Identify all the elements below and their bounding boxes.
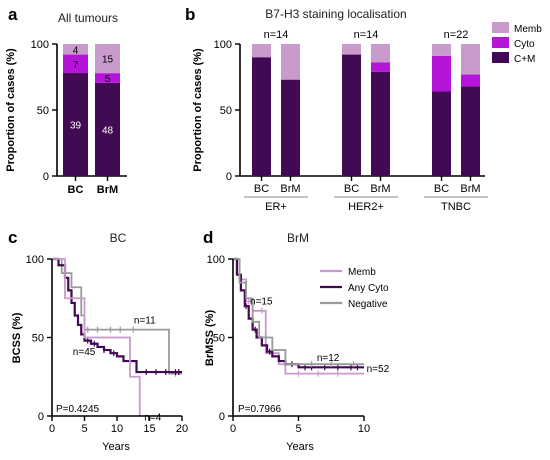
panel-c-x-tick-label: 10 <box>111 423 123 435</box>
panel-b-x-tick-label: BC <box>254 183 269 195</box>
bar-segment-memb <box>63 44 88 55</box>
n-label-memb: n=4 <box>144 413 161 424</box>
panel-d-y-tick-label: 0 <box>219 411 225 423</box>
panel-label-d: d <box>203 228 213 247</box>
bar-segment-memb <box>95 44 120 74</box>
panel-b-group-label: ER+ <box>265 201 287 213</box>
bar-segment-memb <box>342 44 361 55</box>
panel-d-y-tick-label: 100 <box>207 254 225 266</box>
bar-segment-memb <box>252 44 271 58</box>
n-label-memb: n=15 <box>250 297 273 308</box>
bar-segment-cm <box>281 79 300 176</box>
legend-swatch-cm <box>492 52 509 63</box>
panel-c-x-tick-label: 5 <box>81 423 87 435</box>
bar-segment-cyto <box>371 62 390 72</box>
panel-a-y-tick-label: 100 <box>31 39 49 51</box>
km-curve-negative <box>233 258 364 366</box>
legend-label-any_cyto: Any Cyto <box>348 283 389 294</box>
n-label-negative: n=12 <box>317 353 340 364</box>
bar-segment-cm <box>461 86 480 176</box>
panel-b-title: B7-H3 staining localisation <box>265 7 406 21</box>
panel-a-title: All tumours <box>58 11 118 25</box>
group-n-label: n=14 <box>264 29 289 41</box>
bar-segment-cyto <box>63 54 88 74</box>
legend-label-negative: Negative <box>348 299 388 310</box>
panel-b-y-tick-label: 50 <box>220 105 232 117</box>
panel-a-x-tick-label: BrM <box>97 184 118 196</box>
panel-a-y-tick-label: 0 <box>43 171 49 183</box>
panel-c-x-tick-label: 15 <box>143 423 155 435</box>
bar-segment-cyto <box>432 55 451 92</box>
panel-b-x-tick-label: BC <box>344 183 359 195</box>
panel-c-x-tick-label: 20 <box>176 423 188 435</box>
panel-d-y-axis-label: BrMSS (%) <box>204 310 216 367</box>
panel-b-group-label: TNBC <box>441 201 471 213</box>
bar-value-label: 39 <box>70 121 82 132</box>
panel-b-y-tick-label: 100 <box>214 39 232 51</box>
panel-c-y-tick-label: 100 <box>26 254 44 266</box>
bar-segment-memb <box>371 44 390 63</box>
panel-b-x-tick-label: BrM <box>460 183 480 195</box>
bar-segment-memb <box>461 44 480 75</box>
group-n-label: n=22 <box>444 29 469 41</box>
panel-c-x-tick-label: 0 <box>49 423 55 435</box>
panel-c-y-axis-label: BCSS (%) <box>11 312 23 363</box>
panel-a-y-axis-label: Proportion of cases (%) <box>5 48 17 172</box>
panel-c-y-tick-label: 0 <box>38 411 44 423</box>
bar-segment-cm <box>371 71 390 176</box>
panel-d-x-tick-label: 10 <box>358 423 370 435</box>
panel-label-b: b <box>185 5 195 24</box>
panel-c-x-axis-label: Years <box>102 441 130 453</box>
km-curve-negative <box>52 258 182 375</box>
bar-value-label: 15 <box>102 55 114 66</box>
panel-c-y-tick-label: 50 <box>32 333 44 345</box>
panel-b-x-tick-label: BrM <box>370 183 390 195</box>
panel-label-c: c <box>8 228 17 247</box>
legend-label-cyto: Cyto <box>514 39 535 50</box>
panel-a-y-tick-label: 50 <box>37 105 49 117</box>
panel-d-x-axis-label: Years <box>286 441 314 453</box>
panel-label-a: a <box>8 5 18 24</box>
bar-value-label: 48 <box>102 125 114 136</box>
legend-swatch-memb <box>492 22 509 33</box>
bar-segment-cm <box>63 73 88 176</box>
n-label-negative: n=11 <box>134 315 156 326</box>
panel-a-x-tick-label: BC <box>68 184 84 196</box>
bar-segment-cm <box>432 91 451 176</box>
panel-d-x-tick-label: 5 <box>295 423 301 435</box>
bar-segment-memb <box>281 44 300 80</box>
bar-value-label: 7 <box>73 60 79 71</box>
group-n-label: n=14 <box>354 29 379 41</box>
bar-segment-cyto <box>95 73 120 83</box>
panel-b-y-axis-label: Proportion of cases (%) <box>192 48 204 172</box>
panel-c-title: BC <box>110 231 127 245</box>
panel-b-x-tick-label: BrM <box>280 183 300 195</box>
legend-label-cm: C+M <box>514 54 535 65</box>
panel-d-p-value: P=0.7966 <box>238 404 282 415</box>
km-curve-memb <box>52 258 141 416</box>
bar-segment-cm <box>252 57 271 177</box>
legend-swatch-cyto <box>492 37 509 48</box>
bar-segment-cm <box>342 54 361 177</box>
panel-c-p-value: P=0.4245 <box>56 404 100 415</box>
panel-d-y-tick-label: 50 <box>213 333 225 345</box>
panel-b-y-tick-label: 0 <box>226 171 232 183</box>
panel-d-title: BrM <box>287 231 309 245</box>
legend-label-memb: Memb <box>348 267 376 278</box>
bar-segment-cm <box>95 82 120 176</box>
bar-value-label: 4 <box>73 45 79 56</box>
bar-segment-memb <box>432 44 451 56</box>
panel-b-x-tick-label: BC <box>434 183 449 195</box>
panel-b-group-label: HER2+ <box>348 201 384 213</box>
legend-label-memb: Memb <box>514 24 542 35</box>
n-label-any-cyto: n=52 <box>367 364 390 375</box>
bar-value-label: 5 <box>105 74 111 85</box>
panel-d-x-tick-label: 0 <box>230 423 236 435</box>
n-label-any-cyto: n=45 <box>73 347 96 358</box>
bar-segment-cyto <box>461 74 480 87</box>
